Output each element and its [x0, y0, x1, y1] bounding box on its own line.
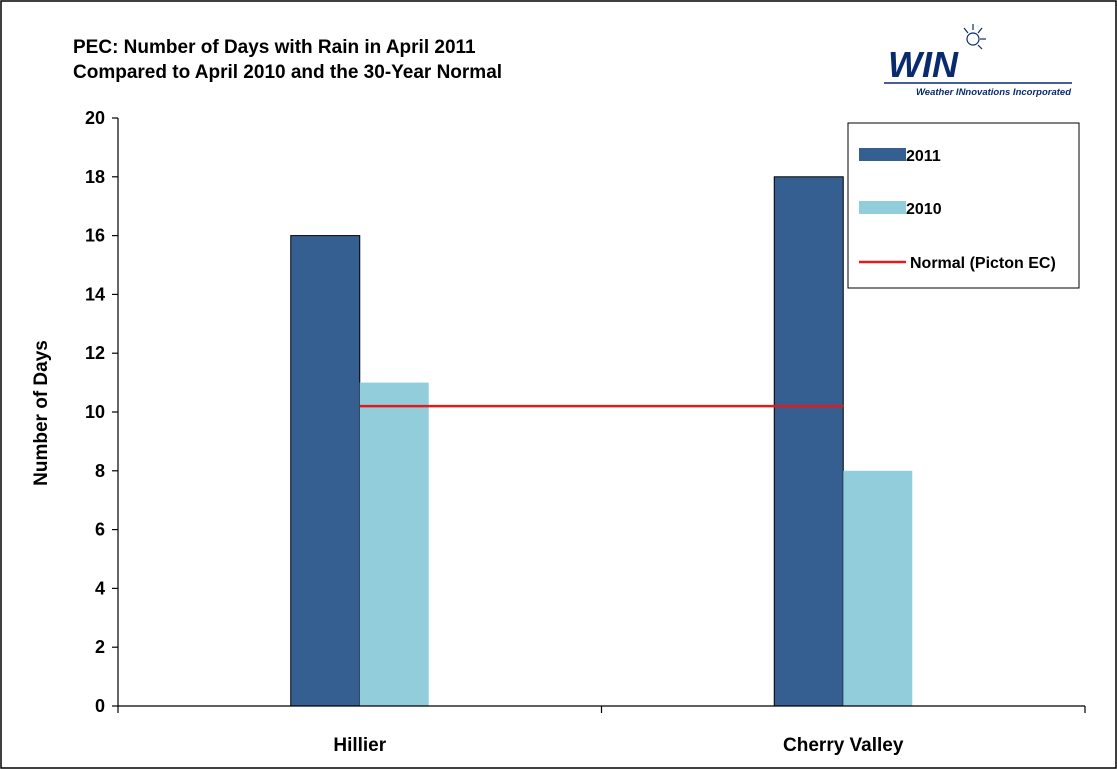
y-tick-label-0: 0	[95, 696, 105, 716]
win-logo-tagline: Weather INnovations Incorporated	[916, 87, 1071, 98]
chart-title: PEC: Number of Days with Rain in April 2…	[73, 37, 476, 58]
y-tick-label-14: 14	[85, 284, 105, 304]
y-axis-title: Number of Days	[31, 340, 52, 486]
y-tick-label-6: 6	[95, 520, 105, 540]
y-tick-label-20: 20	[85, 108, 105, 128]
chart-subtitle: Compared to April 2010 and the 30-Year N…	[73, 62, 502, 83]
x-category-label-cherry-valley: Cherry Valley	[783, 735, 904, 756]
y-tick-label-4: 4	[95, 578, 105, 598]
y-tick-label-2: 2	[95, 637, 105, 657]
sun-icon	[963, 24, 986, 50]
plot-area: 0 2 4 6 8 10 12 14 16 18 20 Hillier Cherry Valley	[85, 108, 1086, 756]
legend-label-normal: Normal (Picton EC)	[910, 255, 1056, 272]
y-tick-label-18: 18	[85, 167, 105, 187]
bar-2010-hillier	[359, 382, 429, 706]
y-tick-label-10: 10	[85, 402, 105, 422]
legend-swatch-2011	[859, 148, 906, 161]
legend: 2011 2010 Normal (Picton EC)	[847, 122, 1080, 289]
x-category-label-hillier: Hillier	[333, 735, 386, 756]
win-logo: WIN Weather INnovations Incorporated	[884, 24, 1072, 98]
y-tick-label-12: 12	[85, 343, 105, 363]
legend-label-2011: 2011	[906, 148, 941, 165]
bar-2011-cherry-valley	[773, 176, 844, 707]
win-logo-text: WIN	[888, 44, 959, 85]
bar-2011-hillier	[290, 235, 361, 707]
y-tick-label-16: 16	[85, 226, 105, 246]
y-tick-label-8: 8	[95, 461, 105, 481]
legend-label-2010: 2010	[906, 201, 942, 218]
legend-swatch-2010	[859, 201, 906, 214]
bar-2010-cherry-valley	[843, 470, 913, 706]
